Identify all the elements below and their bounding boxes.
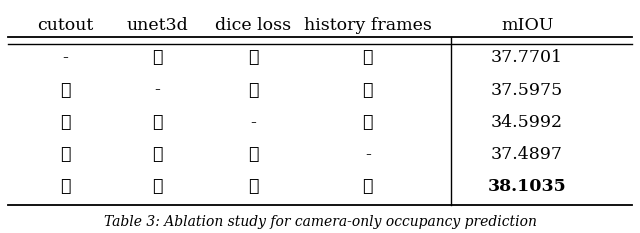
Text: ✓: ✓ xyxy=(248,146,259,163)
Text: ✓: ✓ xyxy=(60,146,70,163)
Text: mIOU: mIOU xyxy=(501,17,554,34)
Text: 37.4897: 37.4897 xyxy=(491,146,563,163)
Text: ✓: ✓ xyxy=(60,178,70,195)
Text: -: - xyxy=(365,146,371,163)
Text: ✓: ✓ xyxy=(248,49,259,66)
Text: dice loss: dice loss xyxy=(215,17,291,34)
Text: ✓: ✓ xyxy=(248,82,259,99)
Text: ✓: ✓ xyxy=(152,49,163,66)
Text: -: - xyxy=(155,82,161,99)
Text: Table 3: Ablation study for camera-only occupancy prediction: Table 3: Ablation study for camera-only … xyxy=(104,215,536,230)
Text: 34.5992: 34.5992 xyxy=(491,114,563,131)
Text: 37.7701: 37.7701 xyxy=(491,49,563,66)
Text: 38.1035: 38.1035 xyxy=(488,178,566,195)
Text: ✓: ✓ xyxy=(152,178,163,195)
Text: ✓: ✓ xyxy=(363,114,373,131)
Text: unet3d: unet3d xyxy=(127,17,188,34)
Text: -: - xyxy=(62,49,68,66)
Text: history frames: history frames xyxy=(304,17,432,34)
Text: 37.5975: 37.5975 xyxy=(491,82,563,99)
Text: -: - xyxy=(250,114,256,131)
Text: ✓: ✓ xyxy=(152,114,163,131)
Text: cutout: cutout xyxy=(37,17,93,34)
Text: ✓: ✓ xyxy=(60,82,70,99)
Text: ✓: ✓ xyxy=(363,49,373,66)
Text: ✓: ✓ xyxy=(248,178,259,195)
Text: ✓: ✓ xyxy=(60,114,70,131)
Text: ✓: ✓ xyxy=(363,178,373,195)
Text: ✓: ✓ xyxy=(363,82,373,99)
Text: ✓: ✓ xyxy=(152,146,163,163)
